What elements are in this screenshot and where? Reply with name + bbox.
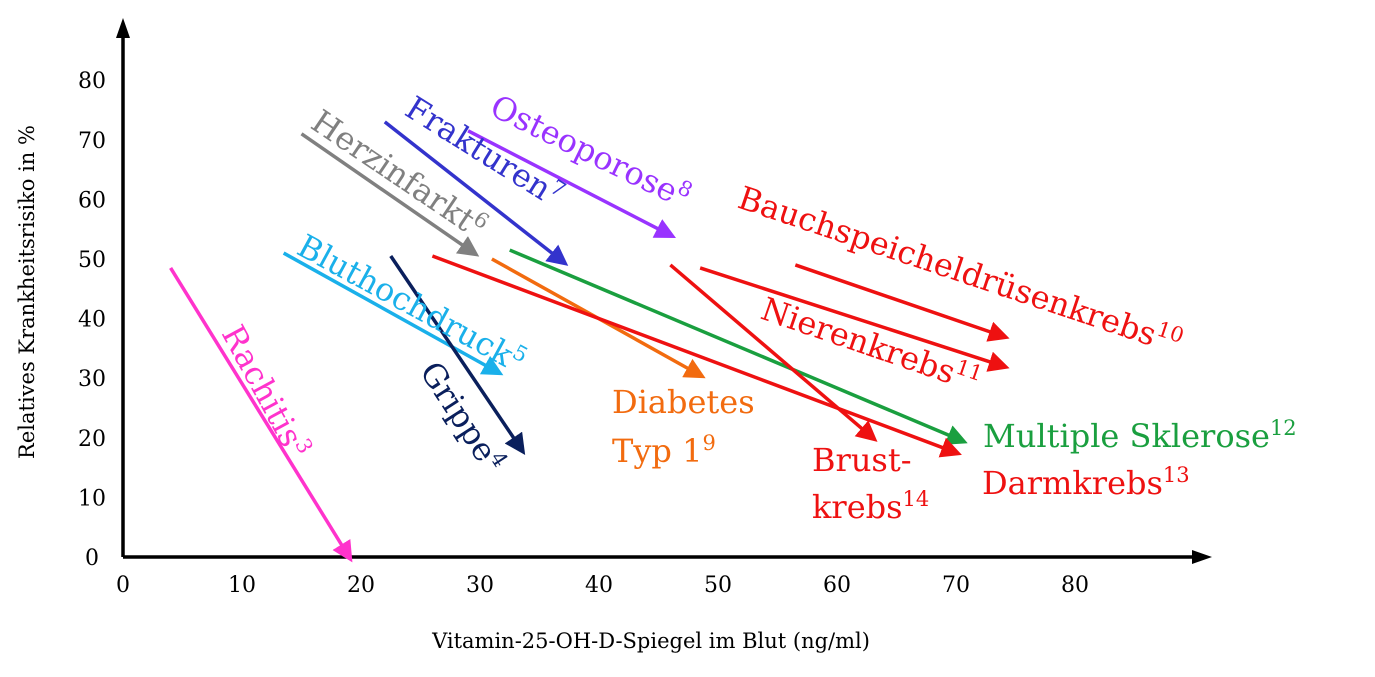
- reference-superscript: 9: [702, 431, 715, 455]
- y-axis-label: Relatives Krankheitsrisiko in %: [15, 125, 39, 459]
- series-arrow-bauchspeicheldrüsenkrebs: [794, 263, 1010, 342]
- x-tick-label: 20: [347, 573, 375, 598]
- series-arrow-bluthochdruck: [282, 251, 504, 376]
- series-arrow-nierenkrebs: [699, 266, 1010, 372]
- y-axis-arrowhead: [116, 18, 130, 38]
- reference-superscript: 5: [509, 340, 532, 367]
- series-label-text: Brust-: [812, 441, 912, 479]
- reference-superscript: 6: [469, 207, 494, 234]
- x-tick-label: 50: [704, 573, 732, 598]
- reference-superscript: 12: [1270, 416, 1297, 440]
- x-tick-label: 30: [466, 573, 494, 598]
- series-label-text: Rachitis3: [214, 318, 318, 465]
- y-tick-label: 0: [85, 546, 99, 571]
- series-label-text: Bluthochdruck5: [291, 226, 532, 381]
- y-tick-label: 40: [78, 308, 106, 333]
- reference-superscript: 13: [1163, 463, 1190, 487]
- series-label-bluthochdruck: Bluthochdruck5: [291, 226, 532, 381]
- series-label-darmkrebs: Darmkrebs13: [982, 463, 1190, 502]
- y-tick-label: 30: [78, 367, 106, 392]
- series-label-diabetes-typ-1: Diabetes Typ 19: [612, 383, 755, 470]
- tick-labels: 0 10 20 30 40 50 60 70 80 0 10 20 30 40 50 60 70 80: [78, 69, 1089, 598]
- y-tick-label: 60: [78, 188, 106, 213]
- series-label-text: Nierenkrebs11: [756, 289, 985, 401]
- y-tick-label: 50: [78, 248, 106, 273]
- x-axis-arrowhead: [1192, 550, 1212, 564]
- series-label-text: Typ 19: [612, 431, 716, 470]
- x-tick-label: 40: [585, 573, 613, 598]
- y-tick-label: 10: [78, 486, 106, 511]
- series-label-text: krebs14: [812, 487, 929, 526]
- series-arrow-osteoporose: [467, 129, 676, 239]
- y-tick-label: 70: [78, 129, 106, 154]
- series-label-text: Darmkrebs13: [982, 463, 1190, 502]
- series-arrow-darmkrebs: [431, 254, 962, 458]
- series-arrow-multiple-sklerose: [509, 248, 968, 445]
- reference-superscript: 4: [485, 447, 512, 471]
- series-arrows: [169, 120, 1010, 563]
- series-arrow-brustkrebs: [669, 263, 878, 442]
- series-labels: Rachitis3Bluthochdruck5Grippe4Herzinfark…: [214, 86, 1297, 526]
- x-tick-label: 70: [942, 573, 970, 598]
- reference-superscript: 3: [290, 434, 317, 457]
- series-label-brustkrebs: Brust-krebs14: [812, 441, 929, 526]
- axes: [116, 18, 1212, 564]
- series-arrow-herzinfarkt: [300, 132, 480, 257]
- x-tick-label: 60: [823, 573, 851, 598]
- series-label-text: Multiple Sklerose12: [983, 416, 1297, 455]
- y-tick-label: 80: [78, 69, 106, 94]
- reference-superscript: 10: [1154, 317, 1187, 348]
- series-arrow-frakturen: [383, 120, 569, 266]
- x-tick-label: 0: [116, 573, 130, 598]
- reference-superscript: 7: [546, 175, 570, 202]
- reference-superscript: 8: [674, 175, 697, 202]
- y-tick-label: 20: [78, 427, 106, 452]
- reference-superscript: 14: [903, 487, 930, 511]
- x-tick-label: 10: [228, 573, 256, 598]
- series-label-multiple-sklerose: Multiple Sklerose12: [983, 416, 1297, 455]
- series-label-rachitis: Rachitis3: [214, 318, 318, 465]
- series-arrow-grippe: [389, 255, 526, 455]
- series-label-text: Diabetes: [612, 383, 755, 421]
- series-label-nierenkrebs: Nierenkrebs11: [756, 289, 985, 401]
- x-axis-label: Vitamin-25-OH-D-Spiegel im Blut (ng/ml): [431, 629, 870, 653]
- x-tick-label: 80: [1061, 573, 1089, 598]
- series-arrow-rachitis: [169, 267, 353, 563]
